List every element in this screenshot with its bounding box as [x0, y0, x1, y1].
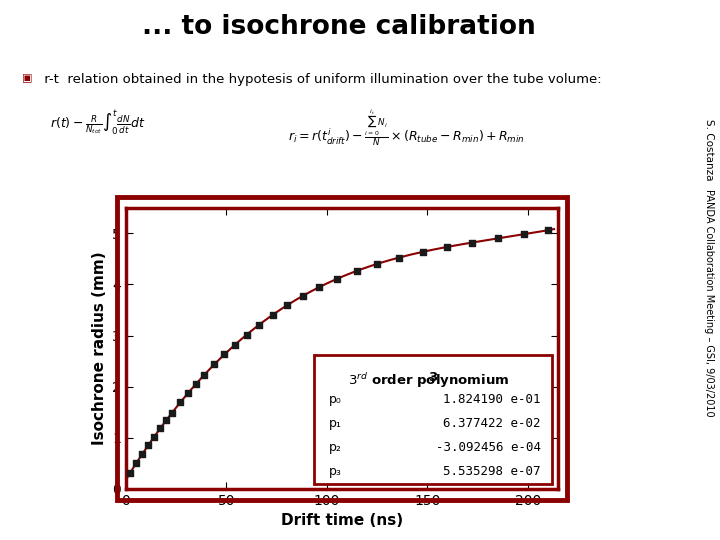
X-axis label: Drift time (ns): Drift time (ns): [281, 513, 403, 528]
Point: [466, 238, 477, 247]
Text: $r(t) - \frac{R}{N_{tot}}\int_0^t \frac{dN}{dt}dt$: $r(t) - \frac{R}{N_{tot}}\int_0^t \frac{…: [50, 108, 146, 137]
Text: r-t  relation obtained in the hypotesis of uniform illumination over the tube vo: r-t relation obtained in the hypotesis o…: [40, 73, 601, 86]
Text: ▣: ▣: [22, 73, 32, 83]
Point: [229, 341, 240, 349]
Point: [297, 292, 309, 300]
Text: $r_i = r(t^i_{drift}) - \frac{\sum_{i=0}^{i_t} N_i}{N} \times (R_{tube} - R_{min: $r_i = r(t^i_{drift}) - \frac{\sum_{i=0}…: [288, 108, 525, 148]
Point: [442, 242, 454, 251]
Point: [518, 230, 530, 239]
Point: [183, 388, 194, 397]
Point: [281, 301, 292, 310]
Point: [161, 416, 172, 424]
Point: [331, 274, 343, 283]
Text: 3: 3: [428, 371, 437, 384]
Point: [313, 283, 325, 292]
Point: [372, 260, 383, 268]
Text: p₁: p₁: [329, 417, 342, 430]
Y-axis label: Isochrone radius (mm): Isochrone radius (mm): [91, 252, 107, 445]
Point: [492, 234, 503, 243]
Point: [351, 266, 363, 275]
Point: [267, 310, 279, 319]
Text: p₃: p₃: [329, 465, 342, 478]
Point: [240, 330, 252, 339]
Text: $3^{rd}$ order polynomium: $3^{rd}$ order polynomium: [348, 371, 509, 390]
Text: -3.092456 e-04: -3.092456 e-04: [436, 441, 541, 454]
Text: p₀: p₀: [329, 393, 342, 406]
Point: [253, 321, 264, 329]
Text: S. Costanza: S. Costanza: [704, 119, 714, 180]
Text: 6.377422 e-02: 6.377422 e-02: [444, 417, 541, 430]
Point: [136, 450, 148, 458]
Text: p₂: p₂: [329, 441, 342, 454]
Point: [143, 441, 154, 450]
Point: [394, 253, 405, 262]
Point: [219, 350, 230, 359]
Point: [199, 370, 210, 379]
Point: [154, 424, 166, 433]
Point: [209, 360, 220, 369]
Point: [166, 408, 178, 417]
Point: [125, 469, 136, 477]
Point: [148, 433, 160, 441]
Point: [130, 459, 142, 468]
Text: PANDA Collaboration Meeting – GSI, 9/03/2010: PANDA Collaboration Meeting – GSI, 9/03/…: [704, 189, 714, 417]
FancyBboxPatch shape: [314, 355, 552, 484]
Point: [418, 247, 429, 256]
Point: [191, 379, 202, 388]
Text: ... to isochrone calibration: ... to isochrone calibration: [142, 14, 535, 39]
Point: [174, 398, 186, 407]
Point: [542, 226, 554, 234]
Text: 1.824190 e-01: 1.824190 e-01: [444, 393, 541, 406]
Text: 5.535298 e-07: 5.535298 e-07: [444, 465, 541, 478]
